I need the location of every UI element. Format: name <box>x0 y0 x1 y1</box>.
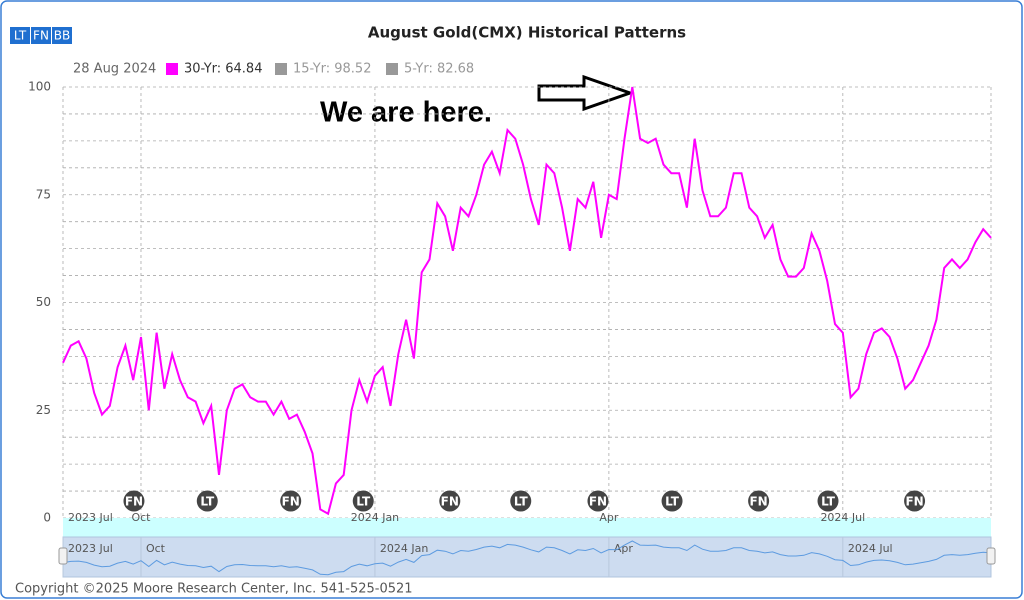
legend-label[interactable]: 15-Yr: 98.52 <box>293 62 371 77</box>
event-label[interactable]: LT <box>200 495 215 509</box>
event-label[interactable]: FN <box>282 495 300 509</box>
event-marker[interactable] <box>748 490 770 512</box>
annotation: We are here. <box>320 97 492 129</box>
navigator-handle[interactable] <box>58 547 68 565</box>
event-marker[interactable] <box>123 490 145 512</box>
y-tick-label: 75 <box>36 187 51 201</box>
event-marker[interactable] <box>661 490 683 512</box>
event-marker[interactable] <box>587 490 609 512</box>
legend-date: 28 Aug 2024 <box>73 62 156 77</box>
y-tick-label: 25 <box>36 403 51 417</box>
event-label[interactable]: FN <box>749 495 767 509</box>
arrow <box>537 74 635 112</box>
series-line <box>62 86 992 516</box>
toolbar-button[interactable] <box>52 27 72 44</box>
x-tick-label: Oct <box>131 511 151 524</box>
event-marker[interactable] <box>439 490 461 512</box>
legend-label[interactable]: 30-Yr: 64.84 <box>184 62 262 77</box>
event-label[interactable]: LT <box>821 495 836 509</box>
range-band <box>63 518 991 537</box>
x-tick-label: 2024 Jan <box>351 511 399 524</box>
navigator-label: 2024 Jul <box>848 542 893 555</box>
navigator-line <box>62 540 992 576</box>
event-marker[interactable] <box>196 490 218 512</box>
x-tick-label: 2023 Jul <box>68 511 113 524</box>
y-tick-label: 50 <box>36 295 51 309</box>
event-marker[interactable] <box>510 490 532 512</box>
toolbar-label[interactable]: FN <box>33 29 49 43</box>
footer: Copyright ©2025 Moore Research Center, I… <box>15 582 413 597</box>
toolbar-label[interactable]: LT <box>14 29 27 43</box>
event-label[interactable]: LT <box>514 495 529 509</box>
navigator-label: Oct <box>146 542 166 555</box>
legend-swatch[interactable] <box>275 63 287 75</box>
toolbar-label[interactable]: BB <box>54 29 70 43</box>
toolbar-button[interactable] <box>31 27 51 44</box>
y-tick-label: 0 <box>43 511 51 525</box>
navigator-handle[interactable] <box>986 547 996 565</box>
event-label[interactable]: LT <box>665 495 680 509</box>
event-label[interactable]: FN <box>125 495 143 509</box>
x-tick-label: 2024 Jul <box>820 511 865 524</box>
y-tick-label: 100 <box>28 80 51 94</box>
event-label[interactable]: LT <box>356 495 371 509</box>
event-label[interactable]: FN <box>589 495 607 509</box>
toolbar-button[interactable] <box>10 27 30 44</box>
navigator-label: 2023 Jul <box>68 542 113 555</box>
event-marker[interactable] <box>817 490 839 512</box>
event-label[interactable]: FN <box>441 495 459 509</box>
navigator-label: Apr <box>614 542 634 555</box>
legend-swatch[interactable] <box>166 63 178 75</box>
event-marker[interactable] <box>904 490 926 512</box>
x-tick-label: Apr <box>599 511 619 524</box>
event-label[interactable]: FN <box>905 495 923 509</box>
chart-title: August Gold(CMX) Historical Patterns <box>368 24 686 42</box>
event-marker[interactable] <box>352 490 374 512</box>
event-marker[interactable] <box>280 490 302 512</box>
legend-swatch[interactable] <box>386 63 398 75</box>
legend-label[interactable]: 5-Yr: 82.68 <box>404 62 474 77</box>
navigator-label: 2024 Jan <box>380 542 428 555</box>
